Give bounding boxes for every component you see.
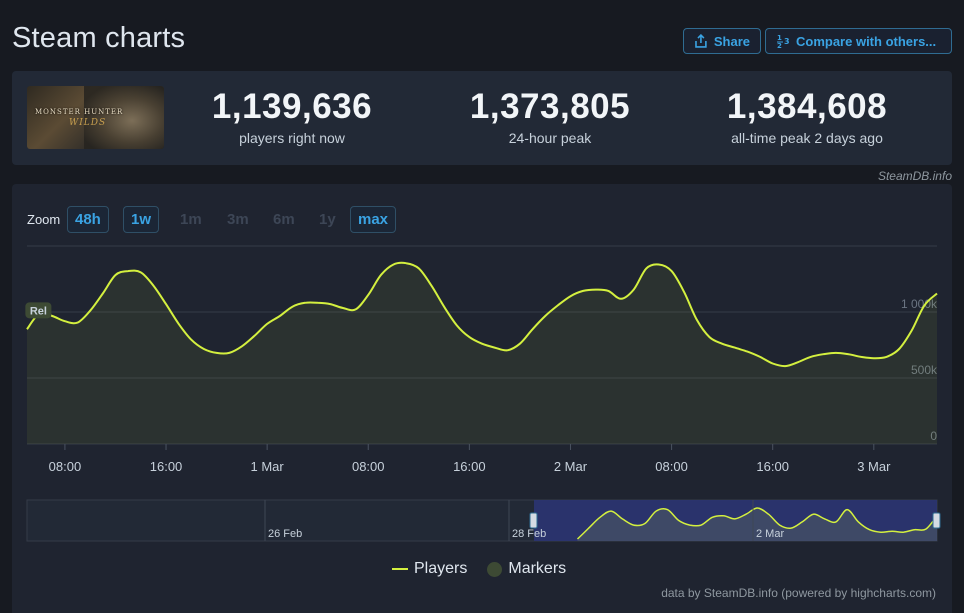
x-tick-label: 08:00 — [352, 459, 385, 474]
zoom-6m-button[interactable]: 6m — [273, 211, 295, 228]
chart-card: Zoom 48h 1w 1m 3m 6m 1y max 0500k1 000k0… — [12, 184, 952, 613]
stat-value: 1,384,608 — [726, 87, 888, 126]
release-marker-label: Rel — [30, 305, 47, 317]
navigator-date-label: 2 Mar — [756, 528, 784, 540]
players-series-line — [26, 261, 938, 368]
navigator-selection — [534, 500, 937, 541]
compare-label: Compare with others... — [796, 33, 937, 49]
x-tick-label: 08:00 — [49, 459, 82, 474]
thumbnail-artwork — [84, 86, 164, 149]
navigator-area — [577, 508, 937, 541]
fraction-icon: 1 2 3 — [777, 34, 790, 49]
navigator-left-handle[interactable] — [529, 512, 538, 529]
svg-text:3: 3 — [784, 37, 790, 46]
stat-label: players right now — [239, 130, 345, 146]
svg-text:2: 2 — [777, 42, 782, 49]
zoom-1m-button[interactable]: 1m — [180, 211, 202, 228]
legend-label-players: Players — [414, 560, 468, 577]
game-logo-subtext: WILDS — [69, 118, 107, 128]
x-tick-label: 3 Mar — [857, 459, 891, 474]
legend-item-markers[interactable]: Markers — [487, 560, 566, 578]
compare-button[interactable]: 1 2 3 Compare with others... — [765, 28, 952, 54]
x-tick-label: 16:00 — [756, 459, 789, 474]
stat-all-time-peak: 1,384,608 all-time peak 2 days ago — [692, 87, 922, 146]
stat-24h-peak: 1,373,805 24-hour peak — [435, 87, 665, 146]
chart-legend: Players Markers — [392, 560, 566, 578]
share-button[interactable]: Share — [683, 28, 761, 54]
game-thumbnail[interactable]: MONSTER HUNTER WILDS — [27, 86, 164, 149]
svg-text:1: 1 — [777, 34, 782, 42]
zoom-3m-button[interactable]: 3m — [227, 211, 249, 228]
markers-dot-swatch — [487, 561, 503, 577]
zoom-1w-button[interactable]: 1w — [123, 206, 160, 233]
share-icon — [695, 34, 707, 48]
release-marker — [25, 302, 52, 319]
navigator-line — [576, 507, 938, 540]
navigator-date-label: 26 Feb — [268, 528, 302, 540]
players-area — [27, 262, 937, 444]
share-label: Share — [713, 33, 750, 49]
stats-card: MONSTER HUNTER WILDS 1,139,636 players r… — [12, 71, 952, 165]
x-tick-label: 16:00 — [453, 459, 486, 474]
navigator-right-handle[interactable] — [932, 512, 941, 529]
zoom-48h-button[interactable]: 48h — [67, 206, 109, 233]
legend-item-players[interactable]: Players — [392, 560, 467, 578]
x-tick-label: 16:00 — [150, 459, 183, 474]
stat-value: 1,139,636 — [211, 87, 373, 126]
highcharts-credit[interactable]: data by SteamDB.info (powered by highcha… — [661, 586, 936, 600]
steamdb-attribution[interactable]: SteamDB.info — [877, 169, 952, 183]
game-logo-text: MONSTER HUNTER — [35, 108, 124, 116]
zoom-1y-button[interactable]: 1y — [319, 211, 336, 228]
zoom-label: Zoom — [27, 212, 61, 227]
x-tick-label: 1 Mar — [251, 459, 285, 474]
stat-value: 1,373,805 — [469, 87, 631, 126]
stat-current-players: 1,139,636 players right now — [177, 87, 407, 146]
x-tick-label: 08:00 — [655, 459, 688, 474]
navigator-date-label: 28 Feb — [512, 528, 546, 540]
zoom-max-button[interactable]: max — [350, 206, 397, 233]
page-title: Steam charts — [12, 22, 186, 54]
stat-label: all-time peak 2 days ago — [731, 130, 883, 146]
legend-label-markers: Markers — [508, 560, 567, 577]
y-tick-label: 0 — [930, 429, 937, 443]
y-tick-label: 500k — [911, 363, 938, 377]
stat-label: 24-hour peak — [508, 130, 592, 146]
x-tick-label: 2 Mar — [554, 459, 588, 474]
players-line-swatch — [392, 568, 408, 570]
